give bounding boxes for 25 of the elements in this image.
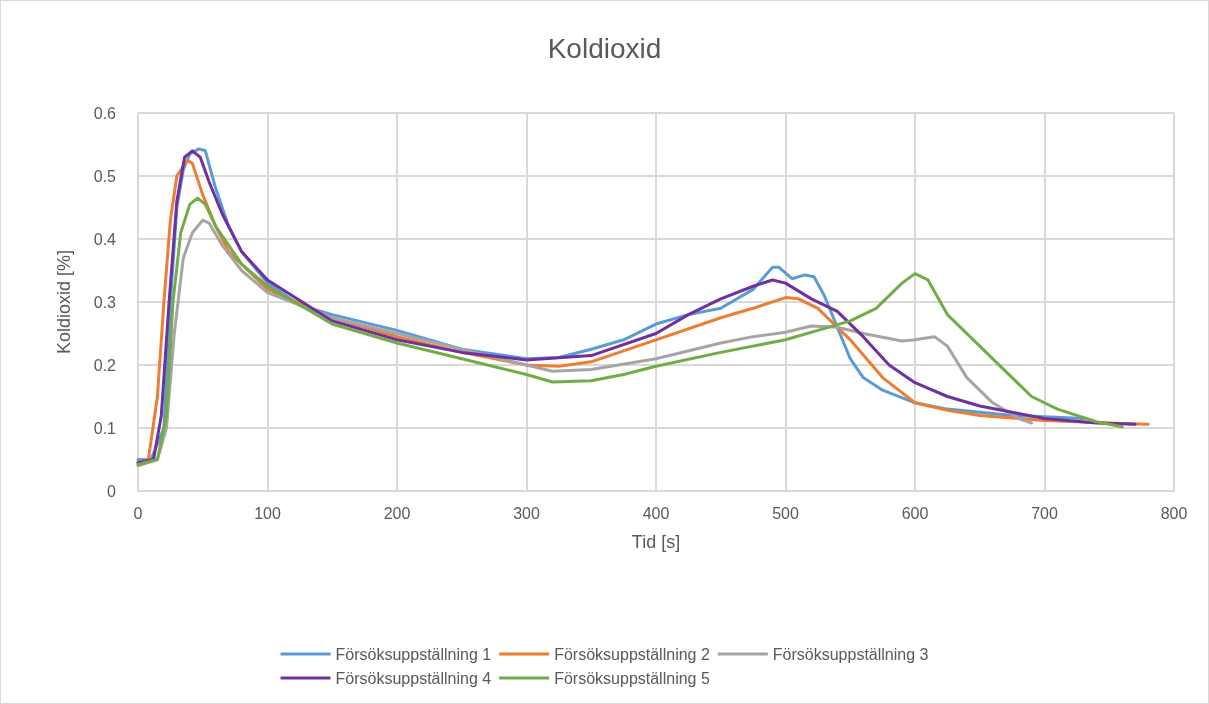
line-series <box>136 196 1124 467</box>
legend-label: Försöksuppställning 5 <box>554 669 710 687</box>
legend-label: Försöksuppställning 3 <box>772 645 929 663</box>
y-tick-label: 0.3 <box>93 293 117 311</box>
legend-label: Försöksuppställning 4 <box>335 669 492 687</box>
x-tick-label: 700 <box>1031 504 1058 522</box>
y-axis-title: Koldioxid [%] <box>54 249 74 355</box>
x-tick-label: 0 <box>133 504 143 522</box>
x-tick-label: 400 <box>642 504 670 522</box>
chart-title: Koldioxid <box>547 32 662 64</box>
x-tick-label: 800 <box>1160 504 1188 522</box>
x-tick-label: 100 <box>254 504 281 522</box>
legend-label: Försöksuppställning 1 <box>335 645 492 663</box>
x-tick-label: 500 <box>772 504 799 522</box>
legend-label: Försöksuppställning 2 <box>554 645 710 663</box>
y-tick-label: 0.5 <box>93 167 117 185</box>
y-tick-label: 0.2 <box>93 356 117 374</box>
y-tick-label: 0.1 <box>93 419 117 437</box>
y-tick-label: 0.4 <box>93 230 117 248</box>
x-axis-title: Tid [s] <box>631 532 681 552</box>
y-tick-label: 0 <box>107 482 117 500</box>
x-tick-label: 300 <box>513 504 540 522</box>
x-tick-label: 600 <box>901 504 929 522</box>
x-tick-label: 200 <box>383 504 411 522</box>
y-tick-label: 0.6 <box>93 104 117 122</box>
